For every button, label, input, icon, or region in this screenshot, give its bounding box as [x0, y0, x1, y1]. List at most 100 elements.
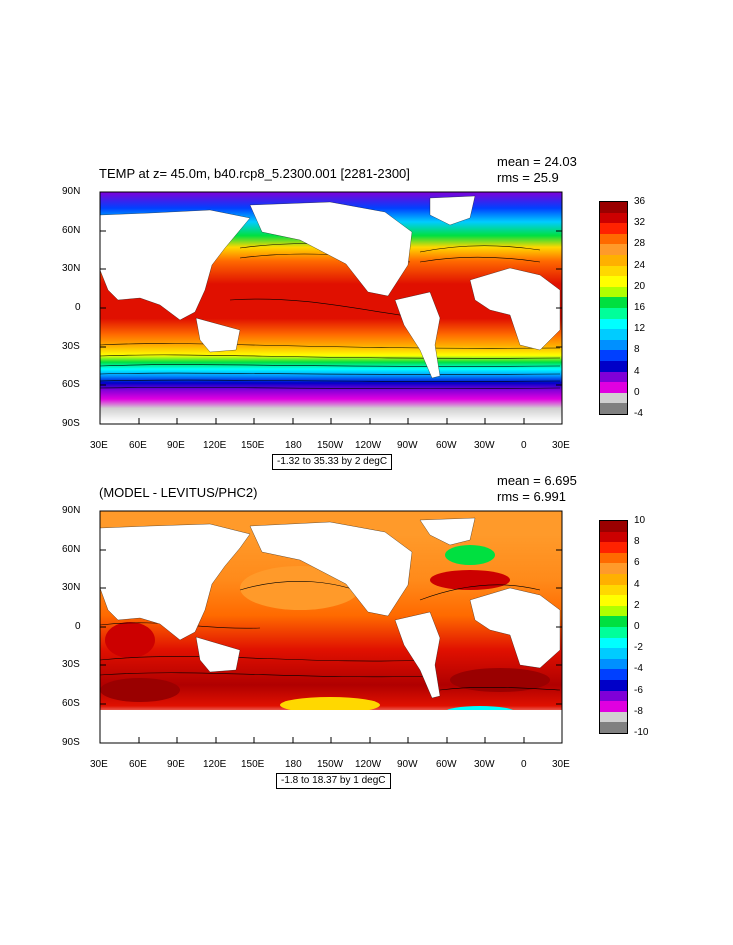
p2-lon-150w: 150W: [317, 759, 344, 770]
colorbar-swatch: [600, 265, 627, 277]
colorbar-label: 0: [634, 386, 640, 398]
colorbar-swatch: [600, 308, 627, 320]
p2-lon-60w: 60W: [436, 759, 457, 770]
panel2-title: (MODEL - LEVITUS/PHC2): [99, 485, 258, 500]
p2-lon-0: 0: [521, 759, 527, 770]
colorbar-label: 8: [634, 344, 640, 356]
colorbar-label: 28: [634, 238, 646, 250]
colorbar-swatch: [600, 297, 627, 309]
p2-lon-30e: 30E: [90, 759, 108, 770]
colorbar-swatch: [600, 669, 627, 681]
colorbar-label: -10: [634, 727, 649, 738]
colorbar-swatch: [600, 382, 627, 394]
colorbar-swatch: [600, 403, 627, 415]
p2-lat-60n: 60N: [62, 544, 81, 555]
colorbar-label: 8: [634, 536, 640, 548]
colorbar-swatch: [600, 286, 627, 298]
panel1-rms: rms = 25.9: [497, 170, 559, 185]
panel2-colorbar: [599, 520, 628, 734]
colorbar-swatch: [600, 701, 627, 713]
colorbar-swatch: [600, 339, 627, 351]
p2-lon-30w: 30W: [474, 759, 495, 770]
panel1-colorbar: [599, 201, 628, 415]
panel1-contour-range: -1.32 to 35.33 by 2 degC: [272, 454, 393, 470]
colorbar-swatch: [600, 318, 627, 330]
colorbar-label: -6: [634, 684, 643, 696]
colorbar-label: 32: [634, 217, 646, 229]
p1-lon-90w: 90W: [397, 440, 418, 451]
colorbar-swatch: [600, 276, 627, 288]
panel1-title: TEMP at z= 45.0m, b40.rcp8_5.2300.001 [2…: [99, 166, 410, 181]
colorbar-swatch: [600, 637, 627, 649]
colorbar-swatch: [600, 658, 627, 670]
colorbar-label: 12: [634, 323, 646, 335]
p2-lon-30e-end: 30E: [552, 759, 570, 770]
colorbar-label: 16: [634, 302, 646, 313]
p1-lon-30w: 30W: [474, 440, 495, 451]
p1-lat-60n: 60N: [62, 225, 81, 236]
p2-lon-150e: 150E: [241, 759, 265, 770]
colorbar-label: -2: [634, 642, 643, 654]
colorbar-swatch: [600, 371, 627, 383]
p2-lat-90n: 90N: [62, 505, 81, 516]
p2-lat-0: 0: [75, 621, 81, 632]
colorbar-swatch: [600, 361, 627, 373]
p1-lon-150w: 150W: [317, 440, 344, 451]
colorbar-label: 10: [634, 515, 646, 526]
colorbar-label: -8: [634, 705, 643, 717]
colorbar-swatch: [600, 542, 627, 554]
colorbar-label: 2: [634, 599, 640, 611]
panel2-contour-range: -1.8 to 18.37 by 1 degC: [276, 773, 391, 789]
p1-lon-120e: 120E: [203, 440, 227, 451]
colorbar-swatch: [600, 627, 627, 639]
colorbar-swatch: [600, 212, 627, 224]
colorbar-label: 6: [634, 557, 640, 569]
colorbar-swatch: [600, 244, 627, 256]
colorbar-label: 4: [634, 578, 640, 590]
p1-lat-60s: 60S: [62, 379, 80, 390]
colorbar-swatch: [600, 648, 627, 660]
p2-lon-180: 180: [285, 759, 302, 770]
colorbar-swatch: [600, 584, 627, 596]
colorbar-label: -4: [634, 408, 643, 419]
colorbar-swatch: [600, 521, 627, 533]
colorbar-swatch: [600, 350, 627, 362]
p2-lat-30n: 30N: [62, 582, 81, 593]
colorbar-swatch: [600, 595, 627, 607]
colorbar-swatch: [600, 680, 627, 692]
panel2-rms: rms = 6.991: [497, 489, 567, 504]
colorbar-label: 0: [634, 621, 640, 632]
p2-lon-90w: 90W: [397, 759, 418, 770]
colorbar-swatch: [600, 223, 627, 235]
colorbar-swatch: [600, 574, 627, 586]
colorbar-swatch: [600, 329, 627, 341]
p1-lon-30e: 30E: [90, 440, 108, 451]
colorbar-swatch: [600, 202, 627, 214]
p1-lon-0: 0: [521, 440, 527, 451]
p2-lon-120e: 120E: [203, 759, 227, 770]
p1-lat-90n: 90N: [62, 186, 81, 197]
p1-lat-0: 0: [75, 302, 81, 313]
colorbar-swatch: [600, 605, 627, 617]
p2-lat-30s: 30S: [62, 659, 80, 670]
p1-lon-60w: 60W: [436, 440, 457, 451]
colorbar-swatch: [600, 563, 627, 575]
colorbar-label: 36: [634, 196, 646, 207]
colorbar-label: 4: [634, 365, 640, 377]
colorbar-label: 20: [634, 280, 646, 292]
colorbar-swatch: [600, 616, 627, 628]
colorbar-label: -4: [634, 663, 643, 675]
p1-lon-150e: 150E: [241, 440, 265, 451]
p1-lat-30s: 30S: [62, 341, 80, 352]
p2-lon-90e: 90E: [167, 759, 185, 770]
colorbar-swatch: [600, 255, 627, 267]
p2-lon-60e: 60E: [129, 759, 147, 770]
p1-lon-30e-end: 30E: [552, 440, 570, 451]
colorbar-label: 24: [634, 259, 646, 271]
p2-lat-90s: 90S: [62, 737, 80, 748]
p1-lat-30n: 30N: [62, 263, 81, 274]
colorbar-swatch: [600, 392, 627, 404]
colorbar-swatch: [600, 233, 627, 245]
